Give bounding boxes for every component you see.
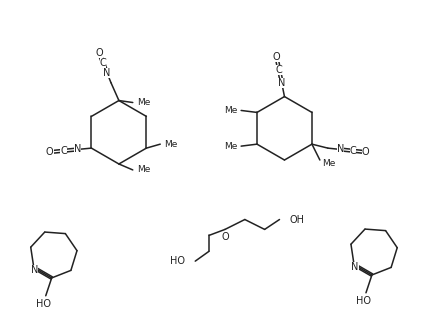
Text: C: C [100,58,106,68]
Text: C: C [276,65,283,75]
Text: N: N [352,261,359,272]
Text: OH: OH [289,214,304,225]
Text: Me: Me [224,142,237,151]
Text: N: N [337,145,344,155]
Text: O: O [362,147,369,157]
Text: Me: Me [322,159,335,168]
Text: N: N [74,145,81,155]
Text: N: N [31,265,38,274]
Text: O: O [46,147,53,157]
Text: O: O [273,52,280,62]
Text: HO: HO [36,299,51,309]
Text: C: C [349,146,356,156]
Text: Me: Me [164,140,178,149]
Text: N: N [278,78,286,88]
Text: HO: HO [170,256,185,266]
Text: N: N [103,68,111,78]
Text: C: C [60,146,67,156]
Text: HO: HO [356,296,372,306]
Text: Me: Me [224,106,237,115]
Text: Me: Me [137,98,150,107]
Text: O: O [95,48,103,58]
Text: Me: Me [137,166,150,174]
Text: O: O [221,232,229,242]
